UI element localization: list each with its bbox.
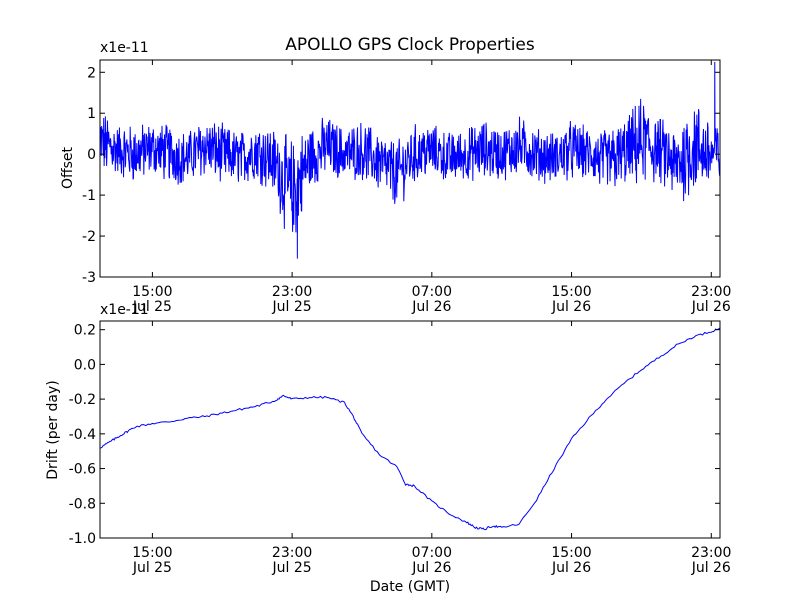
- offset-y-tick-label: 1: [87, 106, 96, 122]
- offset-x-tick-date: Jul 25: [132, 299, 172, 315]
- offset-x-tick-date: Jul 26: [411, 299, 451, 315]
- drift-x-tick-time: 07:00: [412, 545, 452, 561]
- drift-y-tick-label: -0.2: [69, 392, 96, 408]
- offset-x-tick-time: 07:00: [412, 284, 452, 300]
- offset-x-tick-date: Jul 26: [551, 299, 591, 315]
- offset-x-tick-date: Jul 26: [691, 299, 731, 315]
- offset-y-tick-label: -2: [82, 229, 96, 245]
- offset-y-offset-text: x1e-11: [100, 40, 149, 56]
- offset-series-line: [99, 62, 721, 259]
- offset-y-axis-label: Offset: [60, 146, 76, 189]
- offset-y-tick-label: 2: [87, 65, 96, 81]
- drift-y-offset-text: x1e-11: [100, 302, 149, 318]
- chart-title: APOLLO GPS Clock Properties: [285, 35, 535, 55]
- drift-x-tick-date: Jul 25: [272, 560, 312, 576]
- drift-y-tick-label: -0.4: [69, 427, 96, 443]
- drift-x-tick-date: Jul 26: [551, 560, 591, 576]
- drift-x-tick-time: 23:00: [272, 545, 312, 561]
- offset-y-tick-label: -1: [82, 188, 96, 204]
- offset-y-tick-label: 0: [87, 147, 96, 163]
- drift-x-tick-date: Jul 25: [132, 560, 172, 576]
- drift-y-tick-label: 0.0: [74, 357, 96, 373]
- offset-y-ticks: 2 1 0 -1 -2 -3: [82, 65, 720, 286]
- offset-x-tick-date: Jul 25: [272, 299, 312, 315]
- drift-y-tick-label: 0.2: [74, 323, 96, 339]
- drift-x-tick-date: Jul 26: [411, 560, 451, 576]
- drift-x-tick-date: Jul 26: [691, 560, 731, 576]
- drift-y-axis-label: Drift (per day): [45, 380, 61, 479]
- offset-x-tick-time: 15:00: [551, 284, 591, 300]
- drift-series-line: [99, 327, 721, 531]
- drift-axes-frame: [99, 320, 721, 539]
- drift-x-tick-time: 23:00: [691, 545, 731, 561]
- offset-x-tick-time: 23:00: [691, 284, 731, 300]
- drift-y-tick-label: -0.8: [69, 496, 96, 512]
- drift-y-ticks: 0.2 0.0 -0.2 -0.4 -0.6 -0.8 -1.0: [69, 323, 720, 547]
- drift-y-tick-label: -1.0: [69, 531, 96, 547]
- drift-y-tick-label: -0.6: [69, 462, 96, 478]
- drift-series-group: [99, 327, 721, 531]
- offset-axes-frame: [99, 59, 721, 278]
- offset-x-tick-time: 23:00: [272, 284, 312, 300]
- drift-x-tick-time: 15:00: [551, 545, 591, 561]
- offset-y-tick-label: -3: [82, 270, 96, 286]
- x-axis-label: Date (GMT): [370, 579, 450, 595]
- drift-x-tick-time: 15:00: [132, 545, 172, 561]
- offset-x-tick-time: 15:00: [132, 284, 172, 300]
- offset-series-group: [99, 62, 721, 259]
